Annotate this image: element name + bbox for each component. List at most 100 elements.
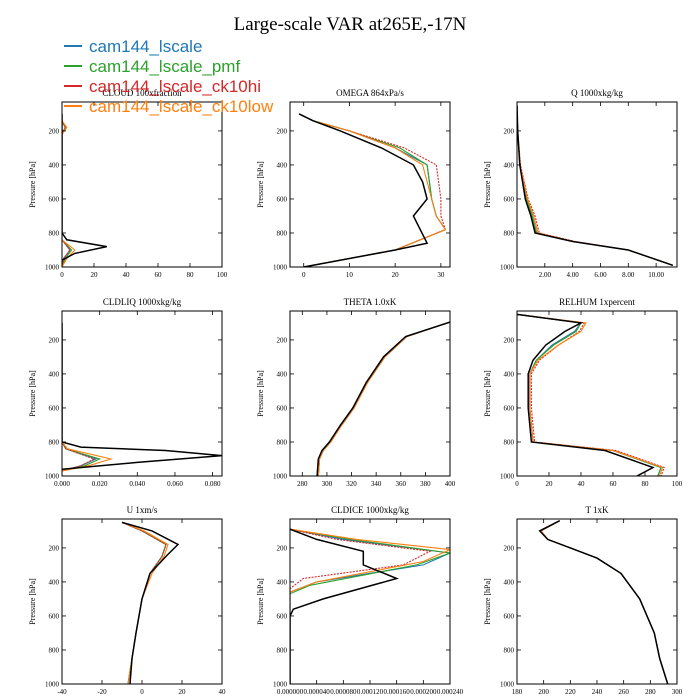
series-group [290, 528, 450, 684]
x-tick-label: 0.060 [167, 480, 183, 488]
panel-3: Q 1000xkg/kg Pressure [hPa] 200 400 600 800 10… [483, 88, 678, 279]
series-line-cam144_lscale_ck10hi [121, 521, 167, 684]
y-tick-label: 800 [49, 646, 60, 654]
series-line-cam144_lscale_pmf [540, 520, 669, 684]
series-line-control [316, 321, 450, 476]
x-tick-label: 100 [217, 271, 228, 279]
series-line-cam144_lscale_pmf [290, 528, 450, 684]
series-line-cam144_lscale_pmf [62, 322, 102, 472]
x-tick-label: 0.080 [205, 480, 221, 488]
x-tick-label: 0.000080 [330, 688, 357, 696]
y-tick-label: 200 [277, 544, 288, 552]
y-tick-label: 400 [504, 578, 515, 586]
x-tick-label: 0.000 [54, 480, 70, 488]
x-tick-label: 180 [512, 688, 523, 696]
figure-title: Large-scale VAR at265E,-17N [234, 14, 467, 35]
y-axis-label: Pressure [hPa] [256, 161, 265, 208]
series-line-control [62, 113, 107, 261]
series-line-cam144_lscale_ck10hi [317, 321, 450, 476]
x-tick-label: 0 [515, 480, 519, 488]
y-tick-label: 800 [504, 438, 515, 446]
series-line-cam144_lscale_ck10low [540, 520, 669, 684]
x-tick-label: 240 [592, 688, 603, 696]
series-line-cam144_lscale_ck10low [290, 528, 450, 684]
x-tick-label: 0.020 [92, 480, 108, 488]
legend: cam144_lscalecam144_lscale_pmfcam144_lsc… [64, 37, 274, 116]
series-line-cam144_lscale [540, 520, 669, 684]
panel-title: CLDICE 1000xkg/kg [331, 505, 409, 515]
series-line-cam144_lscale_ck10low [121, 521, 169, 684]
series-line-cam144_lscale_ck10hi [517, 105, 673, 266]
x-tick-label: 260 [618, 688, 629, 696]
y-tick-label: 400 [504, 161, 515, 169]
x-tick-label: 320 [346, 480, 357, 488]
y-axis-label: Pressure [hPa] [256, 578, 265, 625]
x-tick-label: -20 [97, 688, 107, 696]
series-line-cam144_lscale_ck10hi [298, 113, 447, 267]
x-tick-label: 20 [91, 271, 99, 279]
legend-label: cam144_lscale [89, 37, 202, 56]
series-group [517, 313, 665, 476]
y-tick-label: 200 [504, 544, 515, 552]
panel-8: CLDICE 1000xkg/kg Pressure [hPa] 200 400 600… [256, 505, 464, 696]
x-tick-label: 40 [578, 480, 586, 488]
series-group [62, 322, 222, 472]
series-group [121, 521, 180, 684]
y-axis-label: Pressure [hPa] [28, 161, 37, 208]
x-tick-label: 280 [645, 688, 656, 696]
x-tick-label: 20 [392, 271, 400, 279]
x-tick-label: 300 [322, 480, 333, 488]
panel-title: T 1xK [585, 505, 609, 515]
panel-4: CLDLIQ 1000xkg/kg Pressure [hPa] 200 400 600… [28, 297, 223, 488]
y-tick-label: 200 [49, 544, 60, 552]
y-tick-label: 600 [49, 404, 60, 412]
plot-frame [289, 101, 451, 268]
panel-title: U 1xm/s [127, 505, 158, 515]
y-tick-label: 600 [277, 404, 288, 412]
x-tick-label: 40 [219, 688, 227, 696]
y-tick-label: 600 [49, 195, 60, 203]
y-tick-label: 400 [49, 578, 60, 586]
series-line-control [121, 521, 180, 684]
y-axis-label: Pressure [hPa] [28, 370, 37, 417]
x-tick-label: 8.00 [622, 271, 635, 279]
y-tick-label: 400 [504, 370, 515, 378]
series-line-control [62, 322, 222, 470]
y-tick-label: 600 [504, 195, 515, 203]
series-line-cam144_lscale_ck10hi [62, 113, 71, 267]
y-tick-label: 400 [49, 370, 60, 378]
x-tick-label: 0 [302, 271, 306, 279]
y-tick-label: 1000 [500, 473, 515, 481]
series-group [538, 520, 669, 684]
x-tick-label: 0.040 [129, 480, 145, 488]
panel-title: CLDLIQ 1000xkg/kg [103, 297, 182, 307]
y-tick-label: 400 [49, 161, 60, 169]
y-tick-label: 600 [49, 612, 60, 620]
y-tick-label: 200 [277, 336, 288, 344]
series-line-cam144_lscale_pmf [517, 105, 673, 266]
series-line-cam144_lscale_ck10low [298, 113, 447, 267]
y-tick-label: 1000 [500, 681, 515, 689]
panel-title: CLOUD 100xfraction [102, 88, 182, 98]
x-tick-label: 10.00 [648, 271, 664, 279]
series-group [316, 321, 450, 476]
series-line-cam144_lscale_ck10hi [517, 313, 665, 476]
panel-title: Q 1000xkg/kg [571, 88, 623, 98]
series-line-cam144_lscale [517, 105, 673, 266]
x-tick-label: 40 [123, 271, 131, 279]
x-tick-label: 0.000160 [384, 688, 411, 696]
series-group [298, 113, 447, 267]
series-line-cam144_lscale_ck10low [62, 113, 76, 267]
panel-5: THETA 1.0xK Pressure [hPa] 200 400 600 800 100… [256, 297, 456, 488]
y-axis-label: Pressure [hPa] [28, 578, 37, 625]
y-tick-label: 1000 [500, 264, 515, 272]
y-tick-label: 1000 [273, 473, 288, 481]
y-tick-label: 800 [277, 438, 288, 446]
y-axis-label: Pressure [hPa] [483, 578, 492, 625]
x-tick-label: 80 [187, 271, 195, 279]
panel-title: RELHUM 1xpercent [559, 297, 635, 307]
